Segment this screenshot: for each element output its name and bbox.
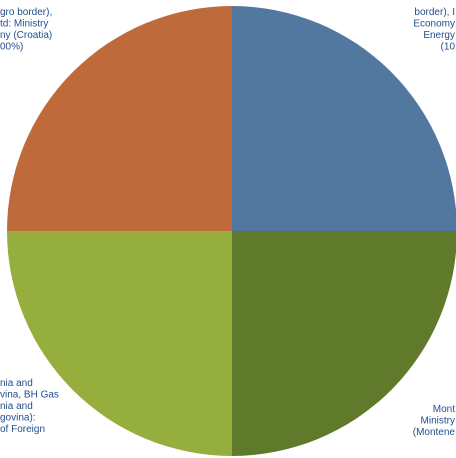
pie-slice-label-3: nia and vina, BH Gas nia and govina): of For… [0, 378, 59, 435]
pie-slice-2 [232, 231, 456, 456]
label-line: (10 [441, 42, 456, 53]
pie-slice-3 [7, 231, 232, 456]
pie-slice-label-4: gro border), td: Ministry ny (Croatia) 00%) [0, 7, 52, 53]
pie-slice-label-2: Mont Ministry (Montene [413, 404, 456, 438]
pie-labels: border), I Economy Energy (10 Mont Ministry (M… [0, 7, 455, 438]
label-line: border), I [414, 7, 455, 18]
pie-slices [7, 6, 456, 456]
label-line: Energy [423, 30, 455, 41]
label-line: nia and [0, 401, 33, 412]
pie-slice-label-1: border), I Economy Energy (10 [413, 7, 455, 53]
label-line: of Foreign [0, 424, 45, 435]
label-line: govina): [0, 413, 36, 424]
label-line: Mont [433, 404, 455, 415]
label-line: 00%) [0, 42, 23, 53]
label-line: Economy [413, 19, 455, 30]
pie-slice-1 [232, 6, 456, 231]
label-line: gro border), [0, 7, 52, 18]
label-line: nia and [0, 378, 33, 389]
label-line: (Montene [413, 427, 456, 438]
label-line: td: Ministry [0, 19, 48, 30]
label-line: vina, BH Gas [0, 390, 59, 401]
pie-slice-4 [7, 6, 232, 231]
label-line: ny (Croatia) [0, 30, 52, 41]
label-line: Ministry [421, 416, 455, 427]
